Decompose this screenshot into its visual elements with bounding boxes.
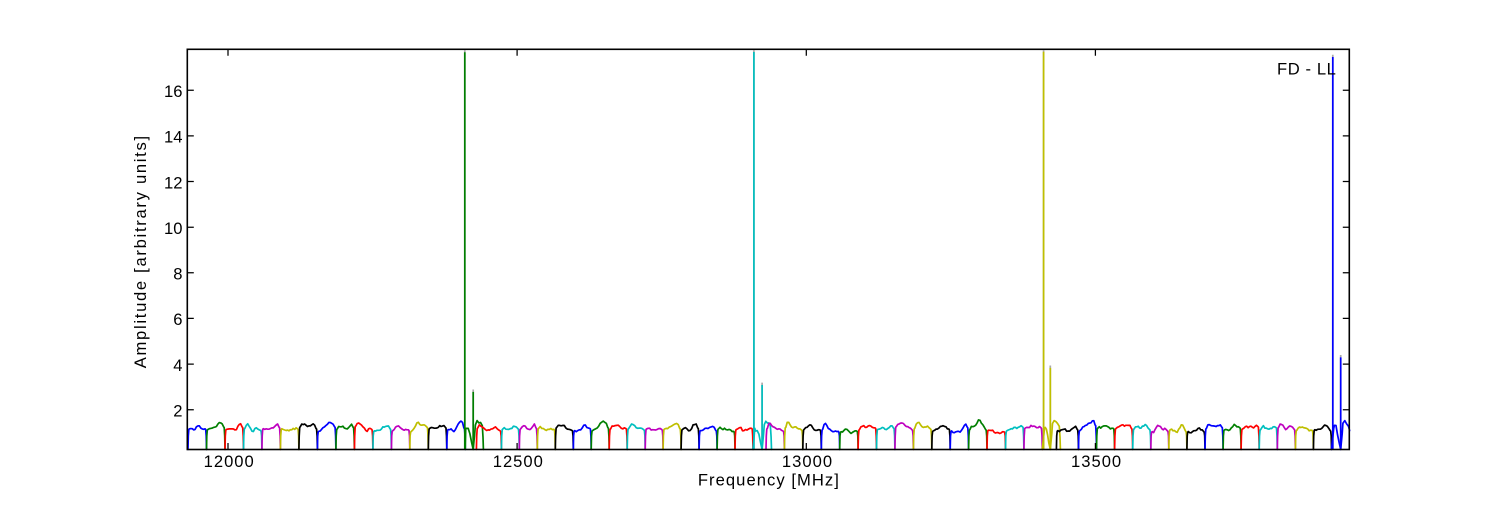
svg-text:6: 6 [173,310,182,329]
svg-text:12: 12 [164,173,182,192]
svg-text:12500: 12500 [493,452,544,471]
svg-text:10: 10 [164,219,182,238]
svg-text:8: 8 [173,265,182,284]
svg-text:14: 14 [164,128,182,147]
svg-text:13000: 13000 [782,452,833,471]
svg-text:FD - LL: FD - LL [1277,59,1337,78]
svg-text:Amplitude [arbitrary units]: Amplitude [arbitrary units] [131,134,150,368]
svg-text:13500: 13500 [1071,452,1122,471]
svg-text:16: 16 [164,82,182,101]
svg-text:Frequency [MHz]: Frequency [MHz] [698,470,840,489]
svg-text:4: 4 [173,356,182,375]
svg-text:2: 2 [173,402,182,421]
svg-text:12000: 12000 [204,452,255,471]
